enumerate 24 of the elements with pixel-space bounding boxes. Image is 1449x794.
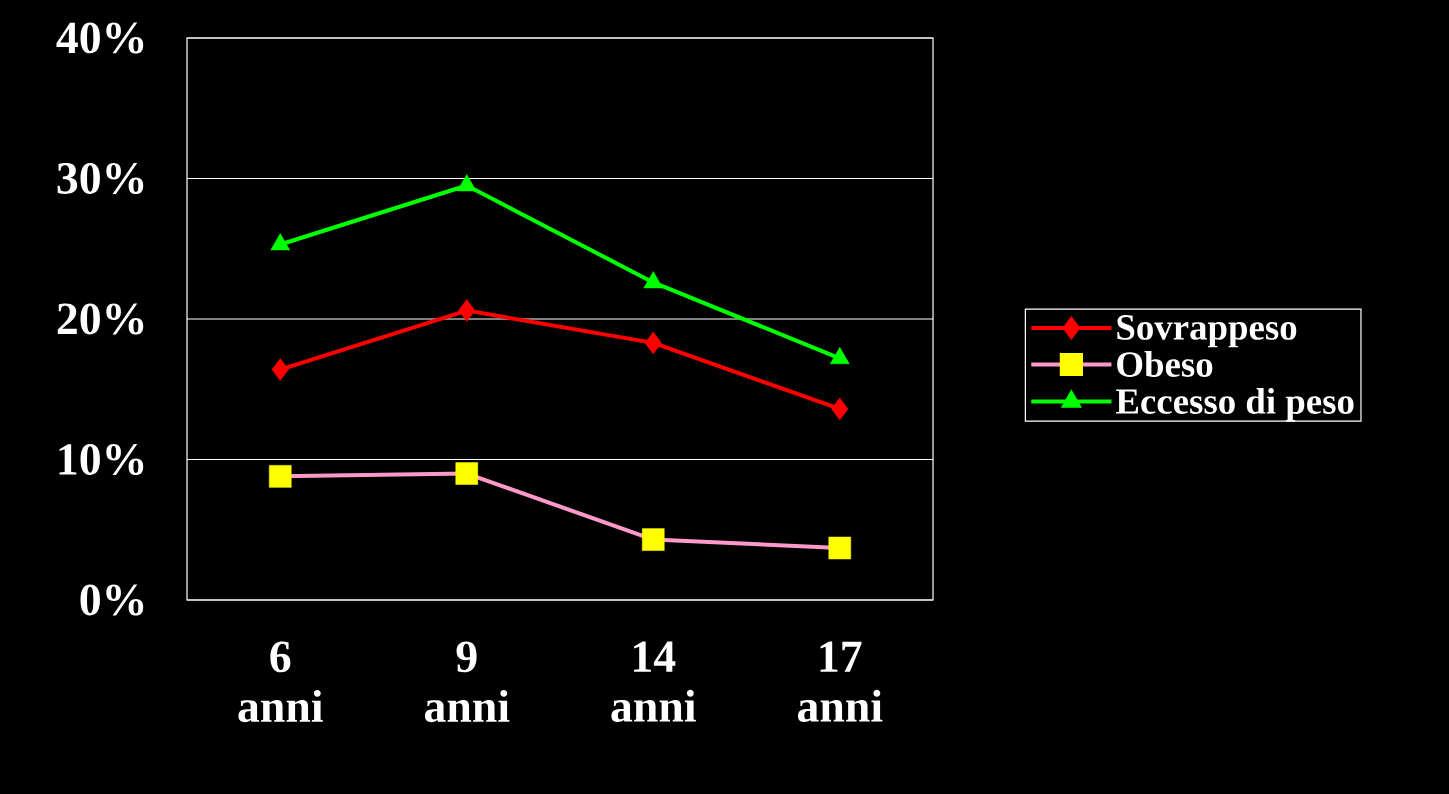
point [829, 347, 850, 365]
y-tick-label: 0% [80, 584, 144, 616]
legend-label: Eccesso di peso [1116, 388, 1354, 422]
point [644, 331, 662, 355]
point [831, 397, 849, 421]
x-tick-label: 17 anni [797, 641, 883, 723]
point [642, 528, 665, 551]
x-tick-label: 9 anni [424, 641, 510, 723]
point [458, 299, 476, 322]
x-tick-label: 14 anni [611, 641, 696, 723]
legend-label: Sovrappeso [1117, 315, 1297, 348]
y-tick-label: 10% [59, 443, 144, 476]
y-tick-label: 30% [57, 162, 144, 195]
y-tick-label: 40% [56, 22, 144, 54]
point [455, 462, 479, 485]
legend-label: Obeso [1117, 350, 1213, 377]
y-tick-label: 20% [57, 303, 144, 335]
point [828, 536, 852, 560]
point [269, 465, 292, 488]
point [271, 358, 289, 381]
x-tick-label: 6 anni [238, 641, 323, 723]
point [643, 271, 664, 289]
point [270, 233, 291, 251]
point [456, 174, 477, 192]
